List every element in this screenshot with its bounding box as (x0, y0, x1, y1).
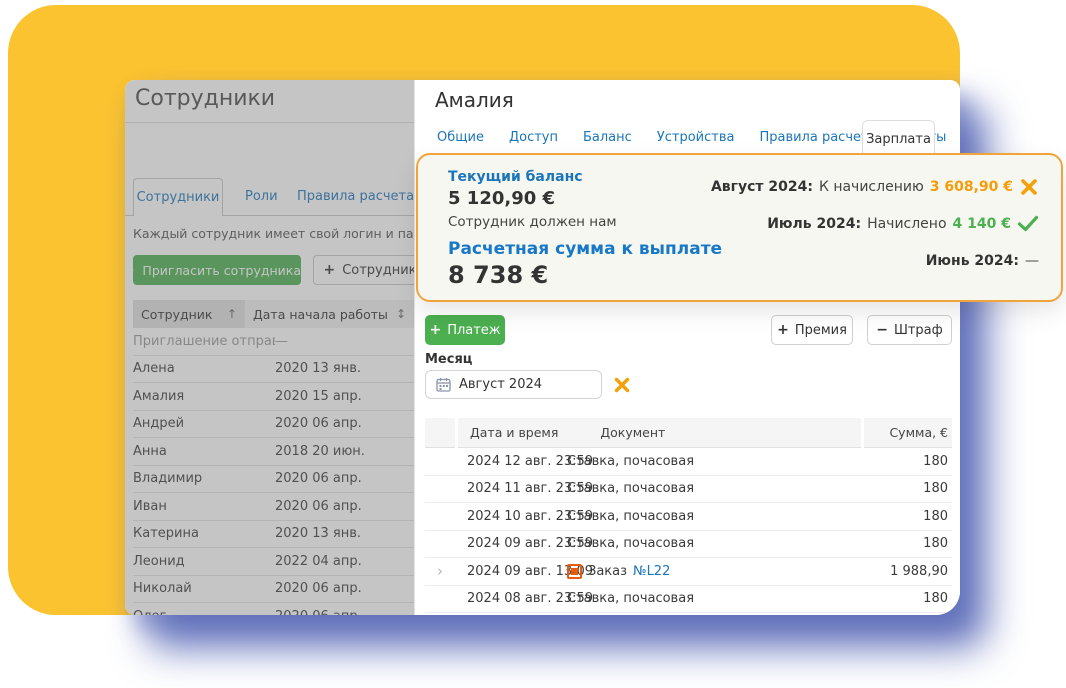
divider (125, 122, 414, 123)
table-row[interactable]: Катерина 2020 13 янв. (133, 521, 414, 548)
tab-salary-rules[interactable]: Правила расчета зарплаты (297, 189, 415, 204)
check-icon (1017, 215, 1039, 232)
employees-panel: Сотрудники Сотрудники Роли Правила расче… (125, 80, 415, 615)
chevron-right-icon[interactable]: › (437, 562, 443, 581)
current-balance-value: 5 120,90 € (448, 188, 556, 209)
month-filter-input[interactable] (459, 377, 569, 392)
invite-employee-button[interactable]: Пригласить сотрудника (133, 255, 301, 285)
sort-icon: ↕ (395, 307, 406, 321)
transaction-row: 2024 10 авг. 23:59 Ставка, почасовая 180 (425, 503, 952, 531)
table-row[interactable]: Олег2020 06 апр. (133, 603, 414, 615)
order-icon (567, 563, 582, 579)
close-icon (1021, 179, 1037, 195)
start-date-column-header[interactable]: Дата начала работы ↕ (244, 300, 414, 328)
current-balance-note: Сотрудник должен нам (448, 214, 617, 230)
transaction-row: 2024 12 авг. 23:59 Ставка, почасовая 180 (425, 448, 952, 476)
order-number-link[interactable]: №L22 (633, 563, 671, 579)
sort-asc-icon: ↑ (226, 307, 237, 321)
clear-month-filter-icon[interactable] (613, 376, 631, 394)
table-row[interactable]: Николай 2020 06 апр. (133, 576, 414, 603)
tab-general[interactable]: Общие (437, 130, 484, 145)
envelope-icon (133, 269, 135, 271)
add-bonus-button[interactable]: + Премия (771, 315, 853, 345)
table-row[interactable]: Анна 2018 20 июн. (133, 438, 414, 466)
payout-label: Расчетная сумма к выплате (448, 239, 723, 259)
month-filter-label: Месяц (425, 352, 473, 367)
tab-employees[interactable]: Сотрудники (133, 178, 223, 216)
table-row[interactable]: Андрей 2020 06 апр. (133, 411, 414, 438)
table-row[interactable]: Леонид 2022 04 апр. (133, 548, 414, 576)
employees-page-title: Сотрудники (135, 86, 276, 111)
table-row[interactable]: Алена 2020 13 янв. (133, 356, 414, 383)
month-accrual-august: Август 2024: К начислению 3 608,90 € (711, 177, 1039, 197)
salary-summary-card: Текущий баланс 5 120,90 € Сотрудник долж… (416, 153, 1063, 302)
add-fine-button[interactable]: − Штраф (867, 315, 952, 345)
tab-devices[interactable]: Устройства (656, 130, 735, 145)
add-payment-button[interactable]: + Платеж (425, 315, 505, 345)
employees-table-header: Сотрудник ↑ Дата начала работы ↕ (133, 300, 414, 328)
tab-access[interactable]: Доступ (508, 130, 558, 145)
transaction-row: 2024 08 авг. 23:59 Ставка, почасовая 180 (425, 586, 952, 613)
employee-column-header[interactable]: Сотрудник ↑ (133, 300, 245, 328)
plus-icon: + (777, 322, 789, 338)
tab-roles[interactable]: Роли (245, 189, 278, 204)
transaction-row-order[interactable]: › 2024 09 авг. 13:09 Заказ №L22 1 988,90 (425, 558, 952, 586)
add-employee-label: Сотрудник (342, 262, 415, 278)
transactions-table: Дата и время Документ Сумма, € 2024 12 а… (425, 418, 952, 613)
month-accrual-june: Июнь 2024: — (925, 253, 1039, 269)
transactions-table-header: Дата и время Документ Сумма, € (425, 418, 952, 448)
transaction-row: 2024 11 авг. 23:59 Ставка, почасовая 180 (425, 476, 952, 503)
transaction-row: 2024 09 авг. 23:59 Ставка, почасовая 180 (425, 531, 952, 558)
calendar-icon (436, 378, 451, 392)
employees-description: Каждый сотрудник имеет свой логин и паро… (133, 226, 414, 241)
month-accrual-july: Июль 2024: Начислено 4 140 € (767, 215, 1039, 232)
plus-icon: + (323, 262, 336, 278)
employees-tabbar: Сотрудники Роли Правила расчета зарплаты (125, 178, 414, 216)
add-employee-button[interactable]: + Сотрудник (313, 255, 415, 285)
tab-salary-active[interactable]: Зарплата (862, 120, 935, 158)
payout-value: 8 738 € (448, 261, 549, 289)
employee-name-title: Амалия (435, 88, 514, 112)
sum-column-header: Сумма, € (864, 418, 952, 448)
minus-icon: − (876, 322, 888, 338)
invite-employee-label: Пригласить сотрудника (142, 262, 301, 278)
expand-column-header (425, 418, 455, 448)
tab-balance[interactable]: Баланс (582, 130, 632, 145)
date-and-doc-header: Дата и время Документ (458, 418, 861, 448)
current-balance-label: Текущий баланс (448, 169, 583, 185)
table-row[interactable]: Приглашение отправле…— (133, 328, 414, 356)
table-row[interactable]: Амалия 2020 15 апр. (133, 383, 414, 411)
month-filter-input-wrap[interactable] (425, 370, 602, 399)
plus-icon: + (429, 322, 442, 338)
table-row[interactable]: Владимир 2020 06 апр. (133, 466, 414, 493)
table-row[interactable]: Иван 2020 06 апр. (133, 493, 414, 521)
